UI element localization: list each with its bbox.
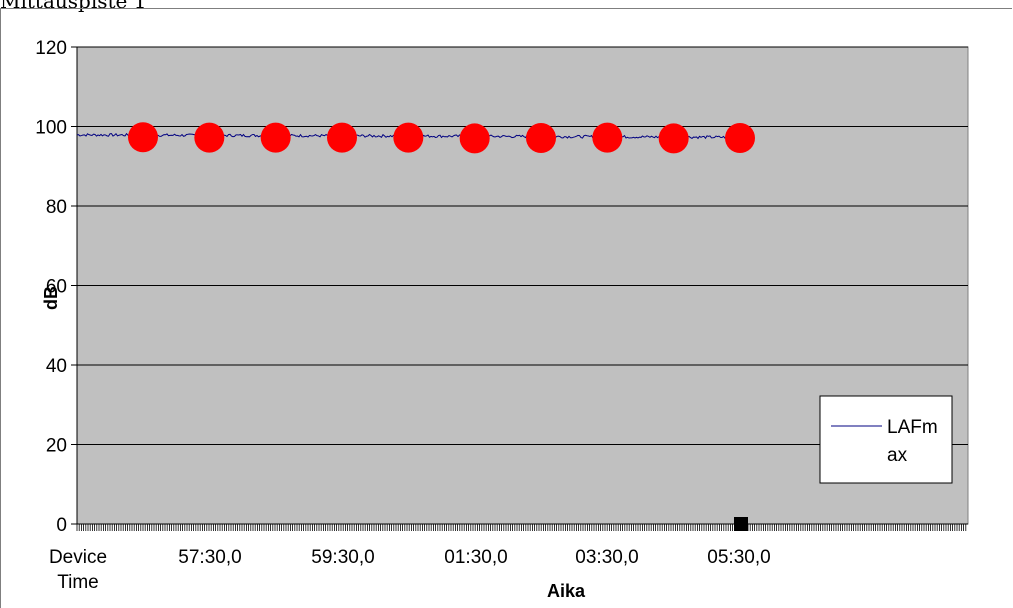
x-tick-label: 59:30,0 xyxy=(311,547,374,568)
y-tick-label: 20 xyxy=(46,436,67,457)
marker-circle xyxy=(393,122,424,153)
y-tick-label: 80 xyxy=(46,197,67,218)
y-tick-label: 120 xyxy=(35,38,67,59)
marker-circle xyxy=(592,122,623,153)
y-tick-label: 0 xyxy=(56,515,67,536)
x-tick-label: Device Time xyxy=(49,547,107,593)
page-title: Mittauspiste 1 xyxy=(0,0,147,13)
y-tick-label: 60 xyxy=(46,277,67,298)
axes xyxy=(71,46,968,531)
marker-circle xyxy=(194,122,225,153)
x-tick-label: 05:30,0 xyxy=(707,547,770,568)
marker-circle xyxy=(128,122,158,153)
x-tick-label: 57:30,0 xyxy=(178,547,241,568)
y-axis-title: dB xyxy=(41,286,61,310)
legend-box xyxy=(819,395,953,484)
x-tick-label: 03:30,0 xyxy=(575,547,638,568)
y-tick-label: 40 xyxy=(46,356,67,377)
x-minor-ticks xyxy=(76,524,967,531)
legend: LAFm ax xyxy=(819,395,953,484)
marker-circle xyxy=(658,123,689,154)
chart-frame xyxy=(0,8,1012,608)
y-tick-label: 100 xyxy=(35,118,67,139)
marker-circle xyxy=(526,123,556,154)
legend-label-line: LAFm xyxy=(887,417,938,438)
marker-circle xyxy=(327,122,357,153)
x-axis-title: Aika xyxy=(547,581,586,601)
tick-labels: 0 20 40 60 80 100 120 Device Time 57:30,0 59:30,0 0… xyxy=(35,38,770,593)
legend-label-line: ax xyxy=(887,445,908,466)
marker-circle xyxy=(725,123,755,154)
marker-square xyxy=(734,517,748,531)
gridlines xyxy=(77,46,968,445)
marker-circle xyxy=(459,123,490,154)
marker-circle xyxy=(260,122,291,153)
x-tick-label: 01:30,0 xyxy=(444,547,507,568)
marker-layer xyxy=(128,122,755,531)
